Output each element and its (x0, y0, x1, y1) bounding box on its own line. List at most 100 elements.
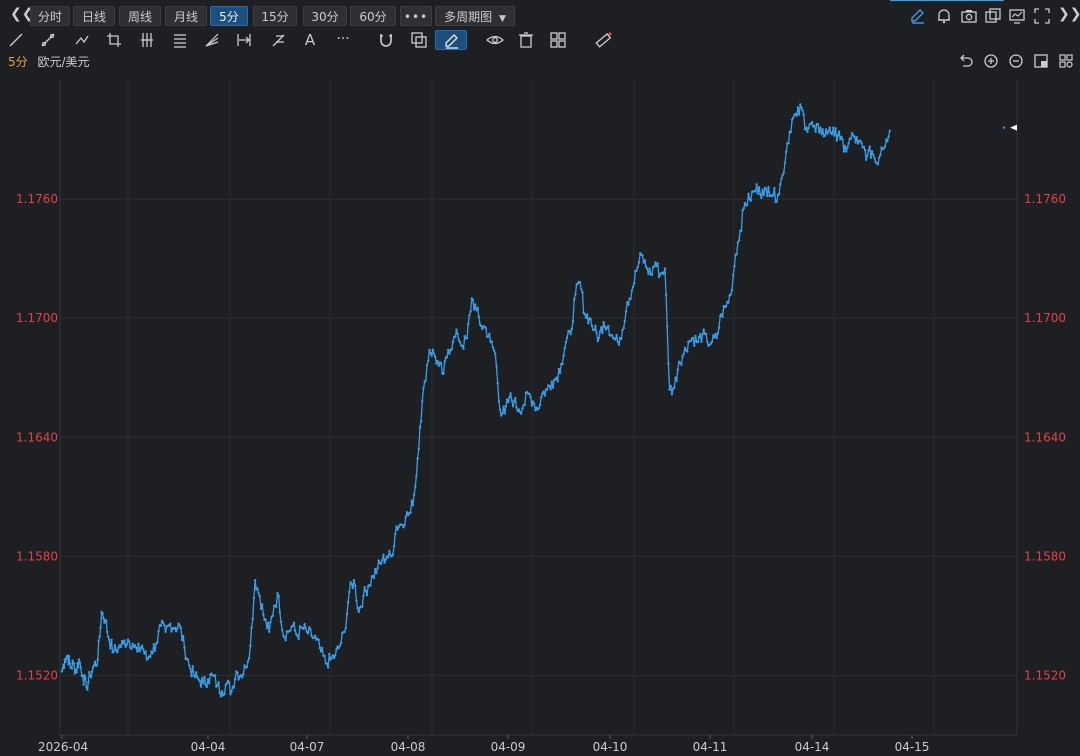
copy-window-icon[interactable] (983, 6, 1003, 26)
price-point (75, 671, 79, 674)
period-button[interactable]: 15分 (253, 6, 297, 26)
trash-icon[interactable] (516, 30, 536, 50)
price-point (740, 229, 743, 232)
price-point (443, 360, 446, 363)
price-point (239, 674, 243, 677)
period-button[interactable]: 5分 (210, 6, 248, 26)
ruler-icon[interactable] (594, 30, 614, 50)
price-point (293, 629, 297, 632)
price-point (230, 690, 233, 693)
pen-edit-icon[interactable] (908, 6, 928, 26)
price-point (648, 267, 651, 270)
price-point (654, 261, 657, 264)
price-point (641, 254, 644, 257)
fullscreen-icon[interactable] (1032, 6, 1052, 26)
price-point (673, 386, 676, 389)
multi-period-dropdown[interactable]: 多周期图 ▼ (435, 6, 515, 26)
price-point (60, 670, 64, 673)
price-point (376, 567, 379, 570)
period-button[interactable]: 60分 (350, 6, 396, 26)
channel-tool-icon[interactable] (137, 30, 157, 50)
price-point (820, 132, 823, 136)
price-point (229, 693, 232, 696)
price-point (694, 334, 697, 338)
measure-tool-icon[interactable] (234, 30, 254, 50)
fan-tool-icon[interactable] (202, 30, 222, 50)
price-point (496, 382, 499, 385)
period-button[interactable]: 月线 (165, 6, 207, 26)
price-point (261, 603, 264, 606)
period-button[interactable]: 分时 (30, 6, 70, 26)
price-point (72, 662, 76, 665)
price-point (461, 344, 464, 348)
price-point (203, 675, 206, 679)
price-point (425, 364, 429, 367)
price-point (602, 321, 605, 324)
more-periods-button[interactable]: ••• (400, 6, 432, 26)
export-icon[interactable] (1031, 51, 1051, 71)
price-point (481, 327, 484, 331)
price-point (494, 352, 497, 356)
layers-icon[interactable] (409, 30, 429, 50)
eye-icon[interactable] (485, 30, 505, 50)
price-point (428, 348, 431, 352)
price-point (65, 657, 68, 660)
price-point (876, 163, 880, 166)
grid-icon[interactable] (548, 30, 568, 50)
price-point (730, 288, 734, 292)
price-point (727, 301, 730, 304)
price-point (248, 656, 251, 660)
period-button[interactable]: 日线 (73, 6, 115, 26)
period-button[interactable]: 周线 (119, 6, 161, 26)
chart-grid (59, 80, 1018, 736)
price-point (859, 139, 862, 142)
price-point (182, 634, 185, 638)
more-tools-icon[interactable]: ··· (336, 31, 350, 47)
price-point (627, 303, 630, 306)
collapse-left-icon[interactable]: ❮❮ (10, 6, 34, 22)
price-point (817, 131, 821, 134)
draw-mode-button[interactable] (435, 30, 467, 50)
price-point (132, 645, 135, 649)
price-point (195, 671, 198, 674)
line-tool-icon[interactable] (6, 30, 26, 50)
price-point (701, 332, 704, 336)
price-point (883, 145, 887, 148)
zoom-out-icon[interactable] (1006, 51, 1026, 71)
camera-icon[interactable] (959, 6, 979, 26)
price-point (474, 303, 477, 306)
price-point (754, 190, 757, 193)
price-point (531, 400, 535, 403)
price-point (679, 361, 682, 365)
price-point (208, 682, 211, 685)
price-point (427, 359, 430, 363)
zoom-in-icon[interactable] (981, 51, 1001, 71)
bell-icon[interactable] (934, 6, 954, 26)
price-point (151, 652, 154, 655)
period-button[interactable]: 30分 (303, 6, 347, 26)
price-point (620, 337, 623, 341)
crop-tool-icon[interactable] (104, 30, 124, 50)
path-tool-icon[interactable] (72, 30, 92, 50)
monitor-chart-icon[interactable] (1007, 6, 1027, 26)
price-point (382, 553, 385, 556)
pitchfork-tool-icon[interactable] (268, 30, 288, 50)
price-point (721, 315, 724, 318)
price-point (218, 691, 221, 695)
settings-grid-icon[interactable] (1056, 51, 1076, 71)
price-point (529, 395, 532, 399)
price-point (719, 314, 722, 318)
fib-tool-icon[interactable] (170, 30, 190, 50)
magnet-icon[interactable] (376, 30, 396, 50)
price-point (383, 561, 386, 564)
expand-right-icon[interactable]: ❯❯ (1058, 6, 1080, 22)
price-point (873, 157, 876, 160)
price-point (742, 207, 745, 210)
ray-tool-icon[interactable] (38, 30, 58, 50)
price-point (92, 664, 96, 667)
undo-icon[interactable] (956, 51, 976, 71)
price-point (842, 150, 846, 153)
price-point (326, 666, 330, 669)
text-tool-icon[interactable]: A (304, 31, 316, 49)
